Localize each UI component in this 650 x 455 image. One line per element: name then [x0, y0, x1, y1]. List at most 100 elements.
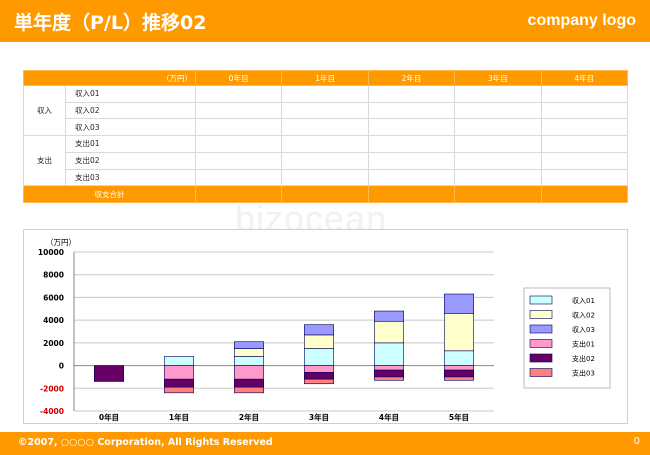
cell[interactable]: [367, 85, 456, 103]
table-row: 支出02: [24, 151, 629, 170]
bar-segment: [373, 320, 404, 344]
total-cell[interactable]: [540, 185, 629, 203]
cell[interactable]: [367, 135, 456, 153]
page-number: 0: [633, 436, 640, 447]
cell[interactable]: [194, 135, 283, 153]
legend-swatch: [529, 353, 553, 363]
unit-label: （万円）: [23, 70, 196, 86]
legend-swatch: [529, 339, 553, 348]
total-cell[interactable]: [281, 185, 369, 203]
table-row: 収入03: [24, 118, 629, 137]
bar-segment: [234, 378, 265, 388]
year-header: 3年目: [454, 70, 542, 86]
cell[interactable]: [540, 101, 629, 120]
legend-entry: 支出03: [572, 369, 595, 378]
bar-segment: [303, 372, 334, 380]
y-tick-label: 8000: [43, 271, 64, 280]
bar-segment: [443, 365, 474, 371]
x-tick-label: 1年目: [169, 412, 189, 422]
cell[interactable]: [540, 85, 629, 103]
stacked-bar-chart: （万円） -4000 -2000 0 2000 4000 6000 8000 10000 0年目 1…: [38, 238, 611, 422]
cell[interactable]: [367, 118, 456, 137]
bar-segment: [303, 324, 334, 336]
y-tick-label: -2000: [40, 384, 64, 393]
cell[interactable]: [454, 101, 542, 120]
bar-segment: [164, 365, 195, 380]
bar-segment: [164, 386, 195, 394]
y-tick-label: 4000: [43, 316, 64, 325]
cell[interactable]: [454, 151, 542, 170]
legend-entry: 収入03: [572, 326, 595, 334]
x-tick-label: 4年目: [379, 412, 399, 422]
bar-segment: [234, 386, 265, 394]
cell[interactable]: [540, 135, 629, 153]
y-tick-label: 2000: [43, 339, 64, 348]
row-label: 収入02: [65, 101, 196, 120]
x-tick-label: 2年目: [239, 412, 259, 422]
year-header: 4年目: [540, 70, 629, 86]
legend-swatch: [529, 295, 553, 305]
bar-segment: [443, 369, 474, 378]
cell[interactable]: [454, 168, 542, 187]
cell[interactable]: [194, 151, 283, 170]
y-tick-label: 0: [59, 362, 64, 371]
cell[interactable]: [281, 85, 369, 103]
table-row: 支出 支出01: [23, 135, 629, 187]
bar-segment: [373, 342, 404, 366]
year-header: 0年目: [194, 70, 283, 86]
row-label: 支出01: [65, 135, 196, 153]
cell[interactable]: [454, 135, 542, 153]
pl-table: （万円） 0年目 1年目 2年目 3年目 4年目 収入 収入01 収入02 収入…: [23, 70, 629, 203]
cell[interactable]: [454, 85, 542, 103]
cell[interactable]: [194, 118, 283, 137]
bar-segment: [373, 365, 404, 371]
y-tick-label: -4000: [40, 407, 64, 416]
expense-group-label: 支出: [23, 135, 66, 187]
total-cell[interactable]: [367, 185, 456, 203]
cell[interactable]: [281, 118, 369, 137]
table-row: 収入02: [24, 101, 629, 120]
cell[interactable]: [281, 101, 369, 120]
bar-segment: [373, 310, 404, 322]
cell[interactable]: [281, 135, 369, 153]
cell[interactable]: [194, 168, 283, 187]
total-cell[interactable]: [454, 185, 542, 203]
legend-entry: 収入01: [572, 297, 595, 305]
row-label: 支出03: [65, 168, 196, 187]
cell[interactable]: [540, 168, 629, 187]
total-row: 収支合計: [23, 185, 629, 203]
chart-area: （万円） -4000 -2000 0 2000 4000 6000 8000 10000 0年目 1…: [23, 229, 628, 424]
bar-segment: [234, 365, 265, 380]
footer-bar: ©2007, ○○○○ Corporation, All Rights Rese…: [0, 432, 650, 455]
legend-swatch: [529, 368, 553, 377]
bar-segment: [443, 350, 474, 366]
cell[interactable]: [281, 168, 369, 187]
bar-segment: [373, 369, 404, 378]
legend-entry: 収入02: [572, 312, 595, 320]
bar-segment: [303, 334, 334, 349]
y-tick-label: 10000: [38, 248, 64, 257]
cell[interactable]: [281, 151, 369, 170]
legend-swatch: [529, 324, 553, 334]
cell[interactable]: [194, 101, 283, 120]
y-axis-label: （万円）: [46, 238, 76, 247]
bar-segment: [443, 313, 474, 352]
bar-segment: [303, 378, 334, 385]
cell[interactable]: [194, 85, 283, 103]
cell[interactable]: [367, 101, 456, 120]
table-row: 収入 収入01: [23, 84, 629, 137]
bar-segment: [303, 365, 334, 373]
cell[interactable]: [454, 118, 542, 137]
company-logo: company logo: [527, 12, 636, 29]
table-header-row: （万円） 0年目 1年目 2年目 3年目 4年目: [23, 70, 629, 86]
cell[interactable]: [540, 118, 629, 137]
cell[interactable]: [367, 151, 456, 170]
header-bar: 単年度（P/L）推移02 company logo: [0, 0, 650, 42]
copyright: ©2007, ○○○○ Corporation, All Rights Rese…: [18, 437, 273, 448]
cell[interactable]: [367, 168, 456, 187]
row-label: 支出02: [65, 151, 196, 170]
bar-segment: [373, 376, 404, 381]
total-cell[interactable]: [194, 185, 283, 203]
cell[interactable]: [540, 151, 629, 170]
year-header: 1年目: [281, 70, 369, 86]
